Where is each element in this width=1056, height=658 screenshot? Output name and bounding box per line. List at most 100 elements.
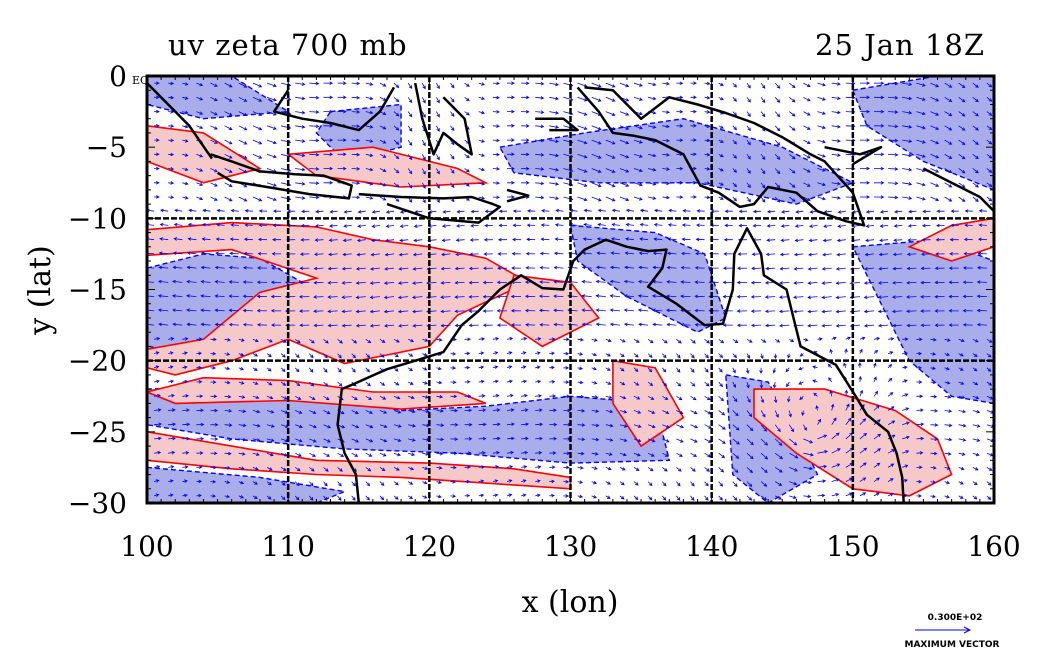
wind-vector bbox=[591, 480, 598, 485]
wind-vector bbox=[666, 280, 677, 284]
wind-vector bbox=[369, 281, 380, 285]
wind-vector bbox=[633, 196, 643, 201]
wind-vector bbox=[506, 465, 514, 469]
wind-vector bbox=[944, 153, 953, 159]
wind-vector bbox=[507, 124, 515, 128]
wind-vector bbox=[577, 196, 588, 202]
wind-vector bbox=[944, 423, 953, 428]
wind-vector bbox=[803, 168, 811, 173]
wind-vector bbox=[196, 451, 204, 455]
wind-vector bbox=[238, 381, 245, 385]
wind-vector bbox=[535, 379, 542, 384]
wind-vector bbox=[492, 479, 499, 483]
wind-vector bbox=[202, 208, 211, 213]
wind-vector bbox=[299, 323, 310, 328]
wind-vector bbox=[732, 495, 738, 501]
wind-vector bbox=[535, 493, 541, 498]
wind-vector bbox=[210, 96, 218, 102]
wind-vector bbox=[455, 252, 465, 257]
wind-vector bbox=[662, 381, 668, 387]
wind-vector bbox=[962, 280, 973, 284]
wind-vector bbox=[892, 266, 903, 271]
wind-vector bbox=[958, 438, 967, 442]
y-tick-label: −5 bbox=[86, 131, 127, 164]
wind-vector bbox=[666, 251, 677, 256]
wind-vector bbox=[619, 353, 625, 358]
wind-vector bbox=[228, 265, 239, 270]
wind-vector bbox=[200, 294, 211, 298]
wind-vector bbox=[224, 366, 231, 371]
wind-vector bbox=[553, 280, 564, 284]
wind-vector bbox=[986, 125, 993, 131]
wind-vector bbox=[605, 182, 616, 188]
wind-vector bbox=[807, 295, 818, 300]
wind-vector bbox=[837, 224, 846, 228]
wind-vector bbox=[539, 308, 550, 313]
wind-vector bbox=[172, 265, 183, 270]
wind-vector bbox=[398, 267, 409, 271]
wind-vector bbox=[732, 97, 737, 102]
wind-vector bbox=[154, 337, 161, 341]
wind-vector bbox=[440, 323, 451, 328]
wind-vector bbox=[591, 96, 602, 102]
wind-vector bbox=[309, 167, 320, 171]
wind-vector bbox=[393, 481, 399, 486]
wind-vector bbox=[944, 480, 950, 485]
wind-vector bbox=[238, 395, 246, 399]
wind-vector bbox=[766, 238, 776, 242]
wind-vector bbox=[450, 465, 457, 470]
wind-vector bbox=[379, 381, 386, 386]
wind-vector bbox=[506, 351, 513, 355]
wind-vector bbox=[765, 252, 776, 257]
wind-vector bbox=[464, 182, 470, 187]
wind-vector bbox=[442, 209, 451, 214]
wind-vector bbox=[873, 195, 885, 199]
wind-vector bbox=[823, 224, 832, 228]
wind-vector bbox=[309, 338, 315, 344]
wind-vector bbox=[266, 410, 275, 414]
wind-vector bbox=[760, 467, 768, 474]
wind-vector bbox=[746, 196, 751, 203]
wind-vector bbox=[859, 81, 871, 85]
wind-vector bbox=[266, 452, 274, 457]
wind-vector bbox=[704, 495, 709, 501]
wind-vector bbox=[922, 209, 931, 214]
wind-vector bbox=[803, 182, 811, 187]
y-tick-label: −25 bbox=[68, 416, 127, 449]
wind-vector bbox=[244, 209, 253, 213]
wind-vector bbox=[228, 294, 239, 298]
wind-vector bbox=[393, 168, 400, 174]
wind-vector bbox=[577, 182, 588, 187]
x-tick-label: 130 bbox=[544, 530, 597, 563]
wind-vector bbox=[379, 139, 387, 144]
wind-vector bbox=[210, 139, 218, 144]
wind-vector bbox=[944, 139, 953, 145]
wind-vector bbox=[944, 381, 951, 385]
wind-vector bbox=[355, 323, 366, 328]
wind-vector bbox=[497, 266, 508, 270]
wind-vector bbox=[309, 410, 317, 414]
wind-vector bbox=[972, 367, 978, 372]
wind-vector bbox=[676, 410, 684, 415]
wind-vector bbox=[252, 82, 263, 88]
wind-vector bbox=[623, 308, 635, 312]
wind-vector bbox=[676, 438, 684, 443]
wind-vector bbox=[822, 238, 832, 243]
wind-vector bbox=[440, 295, 451, 299]
wind-vector bbox=[704, 152, 711, 157]
vector-key-label: MAXIMUM VECTOR bbox=[904, 640, 999, 650]
wind-vector bbox=[662, 195, 670, 200]
wind-vector bbox=[775, 495, 782, 500]
wind-vector bbox=[464, 380, 471, 384]
wind-vector bbox=[369, 295, 380, 300]
wind-vector bbox=[379, 481, 385, 486]
wind-vector bbox=[835, 281, 846, 285]
wind-vector bbox=[450, 380, 457, 384]
wind-vector bbox=[690, 395, 697, 401]
wind-vector bbox=[535, 394, 542, 398]
wind-vector bbox=[577, 451, 585, 456]
wind-vector bbox=[186, 279, 197, 284]
wind-vector bbox=[507, 81, 515, 85]
wind-vector bbox=[662, 353, 667, 359]
wind-vector bbox=[581, 294, 592, 298]
